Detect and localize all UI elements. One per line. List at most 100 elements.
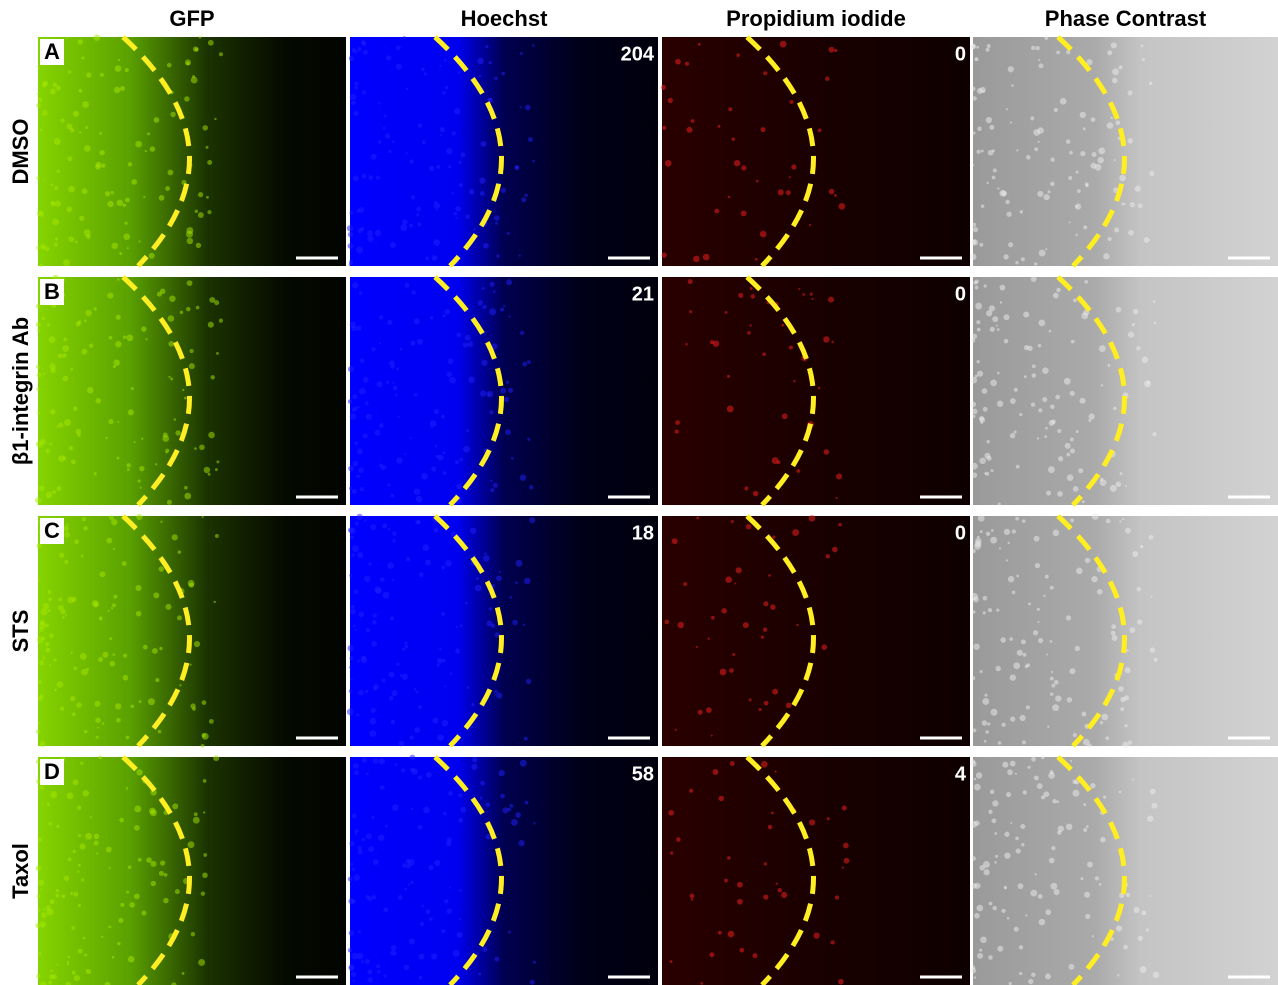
texture — [64, 532, 70, 538]
texture — [455, 217, 457, 219]
texture — [1135, 186, 1141, 192]
texture — [350, 322, 357, 329]
texture — [458, 793, 462, 797]
texture — [163, 898, 168, 903]
texture — [711, 735, 713, 737]
texture — [843, 843, 849, 849]
texture — [999, 547, 1001, 549]
texture — [1116, 925, 1122, 931]
texture — [371, 708, 376, 713]
texture — [1006, 792, 1011, 797]
texture — [160, 521, 162, 523]
texture — [700, 982, 703, 985]
texture — [98, 756, 102, 760]
texture — [419, 976, 423, 980]
texture — [496, 692, 502, 698]
texture — [529, 517, 535, 523]
image-panel: C — [36, 514, 346, 748]
texture — [490, 488, 494, 492]
texture — [63, 376, 69, 382]
texture — [395, 763, 398, 766]
texture — [1019, 945, 1023, 949]
texture — [981, 204, 985, 208]
texture — [1050, 586, 1054, 590]
texture — [390, 616, 394, 620]
texture — [1051, 671, 1053, 673]
texture — [741, 211, 747, 217]
texture — [776, 882, 778, 884]
texture — [84, 730, 88, 734]
texture — [395, 394, 398, 397]
texture — [1069, 151, 1073, 155]
row-label: DMSO — [8, 119, 33, 185]
texture — [78, 320, 82, 324]
texture — [1119, 791, 1122, 794]
texture — [798, 288, 800, 290]
texture — [383, 127, 386, 130]
texture — [351, 605, 355, 609]
texture — [389, 696, 394, 701]
texture — [404, 283, 409, 288]
texture — [721, 608, 726, 613]
texture — [56, 86, 61, 91]
texture — [1112, 635, 1118, 641]
image-panel: 4 — [662, 757, 970, 985]
texture — [371, 154, 377, 160]
texture — [970, 968, 976, 974]
texture — [1046, 654, 1048, 656]
texture — [972, 856, 976, 860]
texture — [689, 789, 693, 793]
texture — [84, 320, 87, 323]
texture — [466, 429, 469, 432]
texture — [97, 727, 99, 729]
texture — [349, 260, 353, 264]
texture — [37, 329, 40, 332]
texture — [449, 887, 451, 889]
texture — [521, 197, 526, 202]
texture — [532, 160, 535, 163]
panel-image — [973, 37, 1278, 266]
texture — [353, 625, 356, 628]
texture — [366, 414, 372, 420]
texture — [976, 905, 983, 912]
texture — [404, 453, 406, 455]
texture — [529, 485, 533, 489]
texture — [73, 111, 79, 117]
texture — [1004, 832, 1009, 837]
texture — [49, 664, 51, 666]
texture — [418, 953, 424, 959]
texture — [404, 645, 408, 649]
texture — [753, 491, 759, 497]
texture — [1083, 739, 1090, 746]
texture — [361, 960, 364, 963]
texture — [1120, 472, 1123, 475]
texture — [62, 616, 65, 619]
texture — [498, 770, 504, 776]
texture — [835, 497, 837, 499]
texture — [366, 895, 370, 899]
texture — [108, 610, 110, 612]
texture — [111, 243, 118, 250]
texture — [387, 483, 390, 486]
texture — [89, 344, 93, 348]
texture — [1016, 848, 1021, 853]
texture — [350, 678, 352, 680]
texture — [1031, 276, 1037, 282]
texture — [992, 316, 998, 322]
texture — [90, 816, 92, 818]
texture — [1057, 831, 1061, 835]
texture — [383, 907, 388, 912]
row-label: Taxol — [8, 843, 33, 899]
texture — [47, 590, 51, 594]
texture — [972, 472, 977, 477]
texture — [703, 254, 710, 261]
texture — [60, 707, 64, 711]
image-panel — [970, 36, 1278, 266]
texture — [1144, 237, 1150, 243]
texture — [128, 956, 135, 963]
texture — [392, 539, 395, 542]
texture — [1068, 964, 1074, 970]
texture — [128, 409, 134, 415]
texture — [1137, 587, 1142, 592]
texture — [475, 585, 482, 592]
